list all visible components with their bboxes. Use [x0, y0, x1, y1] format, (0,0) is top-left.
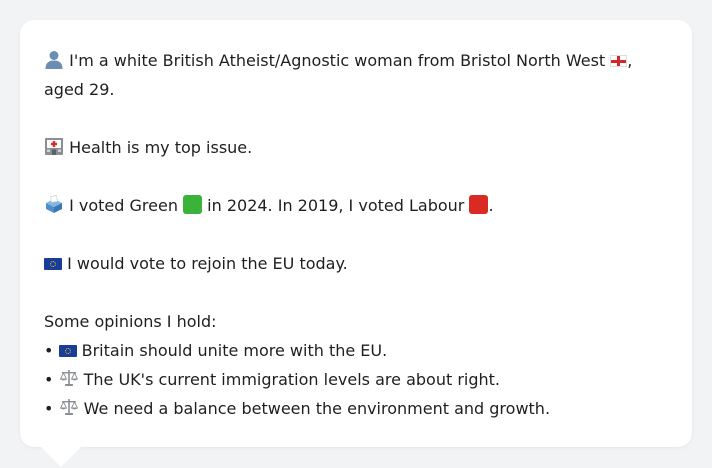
intro-paragraph: I'm a white British Atheist/Agnostic wom…: [44, 46, 668, 104]
opinions-heading: Some opinions I hold:: [44, 312, 217, 331]
eu-paragraph: I would vote to rejoin the EU today.: [44, 249, 668, 278]
intro-age: aged 29.: [44, 80, 115, 99]
eu-text: I would vote to rejoin the EU today.: [67, 254, 348, 273]
hospital-icon: [45, 138, 63, 155]
england-flag-icon: [610, 55, 628, 67]
green-square-icon: [183, 195, 203, 214]
vote-text-1: I voted Green: [69, 196, 178, 215]
ballot-box-icon: [46, 195, 62, 213]
list-item: • We need a balance between the environm…: [44, 399, 551, 418]
eu-flag-icon: [58, 345, 77, 357]
health-text: Health is my top issue.: [69, 138, 253, 157]
opinions-section: Some opinions I hold: • Britain should u…: [44, 307, 668, 423]
scales-icon: [59, 399, 78, 415]
person-icon: [45, 51, 63, 69]
eu-flag-icon: [44, 258, 62, 270]
health-paragraph: Health is my top issue.: [44, 133, 668, 162]
list-item: • Britain should unite more with the EU.: [44, 341, 388, 360]
vote-paragraph: I voted Green in 2024. In 2019, I voted …: [44, 191, 668, 220]
list-item: • The UK's current immigration levels ar…: [44, 370, 500, 389]
profile-card: I'm a white British Atheist/Agnostic wom…: [20, 20, 692, 447]
red-square-icon: [469, 195, 489, 214]
vote-text-2: in 2024. In 2019, I voted Labour: [207, 196, 465, 215]
speech-bubble-tail: [40, 446, 82, 467]
intro-text: I'm a white British Atheist/Agnostic wom…: [69, 51, 606, 70]
scales-icon: [59, 370, 78, 386]
